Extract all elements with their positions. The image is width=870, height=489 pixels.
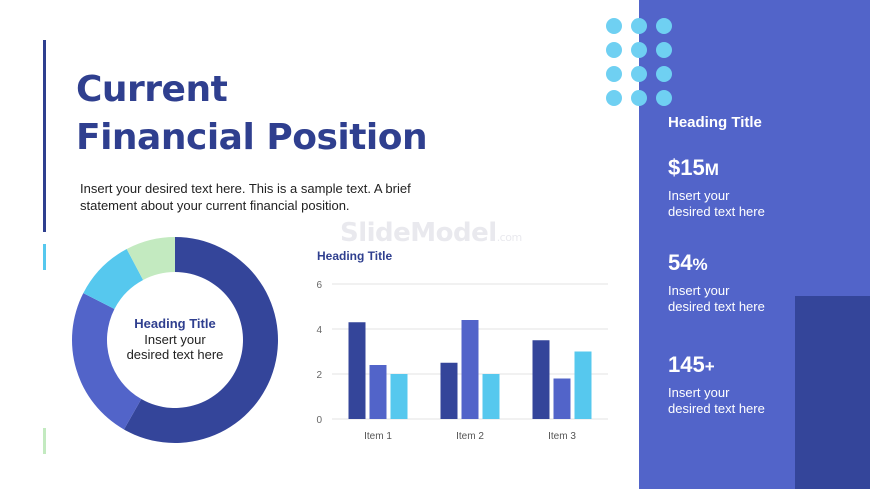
dot [631, 18, 647, 34]
donut-text-line1: Insert your [144, 332, 206, 347]
stat-number: 54 [668, 250, 693, 275]
watermark-suffix: .com [496, 231, 523, 244]
page-title: Current Financial Position [76, 66, 428, 162]
donut-slice-3 [83, 249, 144, 310]
bar-item-2-series-3 [482, 374, 500, 419]
bar-item-3-series-3 [574, 351, 592, 419]
donut-slice-2 [72, 293, 142, 430]
stat-text: Insert your desired text here [668, 188, 765, 220]
bar-item-2-series-2 [461, 320, 479, 419]
y-tick-label: 2 [316, 370, 322, 381]
bar-item-1-series-2 [369, 365, 387, 419]
page-title-line1: Current [76, 69, 228, 110]
accent-line-cyan [43, 244, 46, 270]
dot [606, 18, 622, 34]
bar-item-1-series-1 [348, 322, 366, 419]
stat-unit: M [704, 160, 719, 179]
x-tick-label: Item 3 [548, 431, 576, 442]
donut-heading: Heading Title [134, 316, 216, 331]
stat-text-line2: desired text here [668, 401, 765, 416]
dot [631, 90, 647, 106]
dot [606, 66, 622, 82]
watermark-main: SlideModel [340, 218, 497, 248]
bar-item-3-series-2 [553, 378, 571, 419]
stat-block-2: 54% Insert your desired text here [668, 250, 765, 315]
stat-text-line2: desired text here [668, 299, 765, 314]
stat-unit: % [692, 255, 708, 274]
decorative-dots [606, 18, 676, 108]
dot [631, 66, 647, 82]
x-tick-label: Item 2 [456, 431, 484, 442]
bar-chart: 0 2 4 6 Item 1 Item 2 Item 3 [316, 280, 608, 442]
stat-value: 54% [668, 250, 765, 278]
accent-line-main [43, 40, 46, 232]
stat-number: $15 [668, 155, 705, 180]
stat-value: $15M [668, 155, 765, 183]
bar-item-3-series-1 [532, 340, 550, 419]
stat-text-line1: Insert your [668, 188, 730, 203]
watermark: SlideModel.com [340, 218, 522, 248]
donut-slice-1 [123, 237, 279, 443]
stat-unit: + [704, 357, 715, 376]
stat-text-line2: desired text here [668, 204, 765, 219]
dot [631, 42, 647, 58]
stat-block-3: 145+ Insert your desired text here [668, 352, 765, 417]
stat-text-line1: Insert your [668, 283, 730, 298]
dot [606, 42, 622, 58]
accent-line-green [43, 428, 46, 454]
dot [606, 90, 622, 106]
bar-item-2-series-1 [440, 362, 458, 419]
stat-text: Insert your desired text here [668, 385, 765, 417]
stat-text-line1: Insert your [668, 385, 730, 400]
donut-center-label: Heading Title Insert your desired text h… [105, 316, 245, 362]
page-title-line2: Financial Position [76, 117, 428, 158]
panel-heading: Heading Title [668, 114, 762, 131]
donut-text-line2: desired text here [126, 347, 224, 362]
dot [656, 90, 672, 106]
dot [656, 18, 672, 34]
bar-item-1-series-3 [390, 374, 408, 419]
stat-text: Insert your desired text here [668, 283, 765, 315]
dot [656, 42, 672, 58]
dot [656, 66, 672, 82]
bar-chart-heading: Heading Title [317, 249, 393, 263]
stat-number: 145 [668, 352, 705, 377]
x-tick-label: Item 1 [364, 431, 392, 442]
stat-block-1: $15M Insert your desired text here [668, 155, 765, 220]
intro-text: Insert your desired text here. This is a… [80, 181, 411, 213]
stat-value: 145+ [668, 352, 765, 380]
y-tick-label: 0 [316, 415, 322, 426]
right-panel-accent-block [795, 296, 870, 489]
donut-chart [72, 237, 279, 443]
y-tick-label: 4 [316, 325, 322, 336]
y-tick-label: 6 [316, 280, 322, 291]
donut-slice-4 [126, 237, 175, 280]
